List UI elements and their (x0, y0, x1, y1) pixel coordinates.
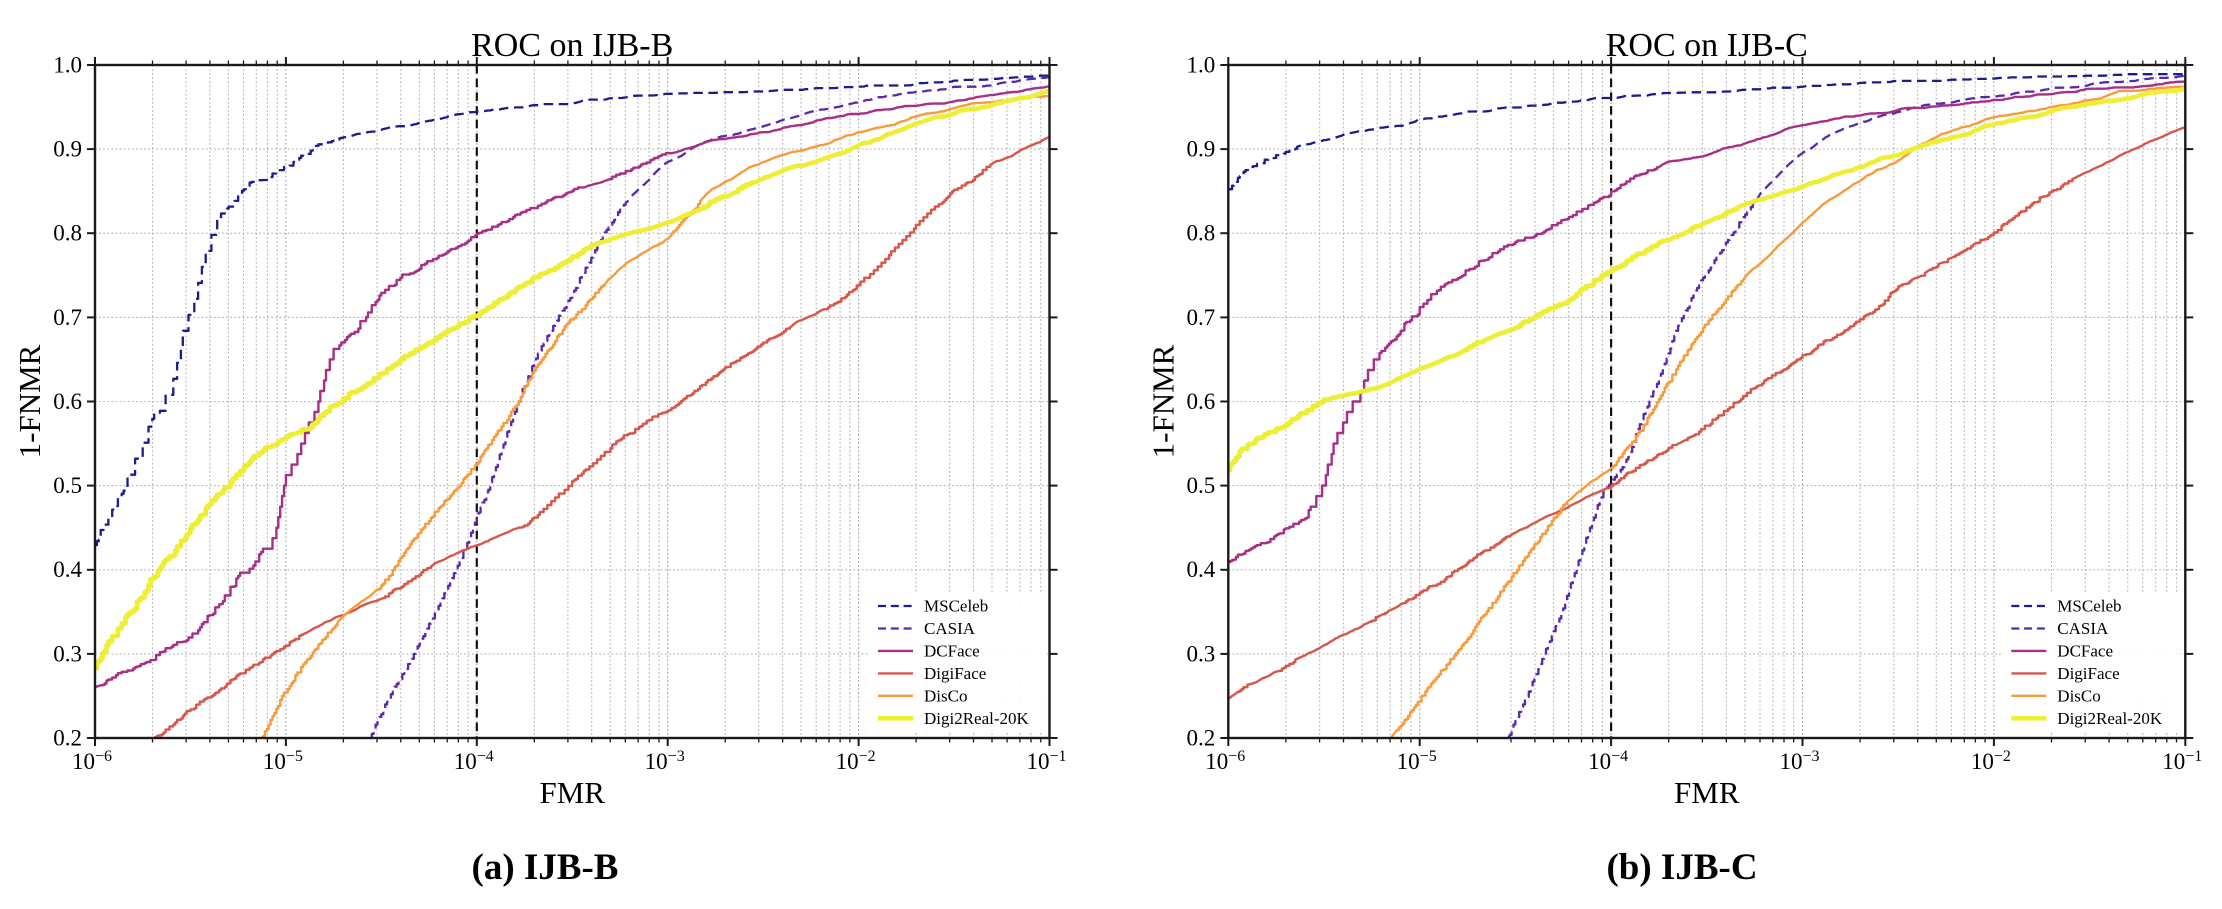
svg-text:Digi2Real-20K: Digi2Real-20K (924, 709, 1030, 728)
svg-text:DisCo: DisCo (924, 686, 967, 705)
svg-text:0.2: 0.2 (1187, 726, 1216, 751)
svg-text:0.9: 0.9 (1187, 137, 1216, 162)
svg-text:0.8: 0.8 (53, 221, 82, 246)
svg-text:10−1: 10−1 (1026, 748, 1066, 774)
svg-text:MSCeleb: MSCeleb (2057, 597, 2121, 616)
svg-text:FMR: FMR (539, 775, 605, 810)
svg-text:FMR: FMR (1674, 775, 1740, 810)
svg-text:0.5: 0.5 (1187, 473, 1216, 498)
svg-text:0.5: 0.5 (53, 473, 82, 498)
svg-text:CASIA: CASIA (924, 619, 976, 638)
svg-text:0.3: 0.3 (53, 641, 82, 666)
svg-text:0.4: 0.4 (53, 557, 82, 582)
svg-text:1-FNMR: 1-FNMR (12, 344, 47, 458)
svg-text:0.2: 0.2 (53, 726, 82, 751)
svg-text:DigiFace: DigiFace (2057, 664, 2119, 683)
svg-text:1.0: 1.0 (1187, 53, 1216, 78)
svg-text:0.6: 0.6 (1187, 389, 1216, 414)
svg-text:0.8: 0.8 (1187, 221, 1216, 246)
svg-text:1.0: 1.0 (53, 53, 82, 78)
svg-text:DCFace: DCFace (2057, 641, 2113, 660)
svg-text:0.4: 0.4 (1187, 557, 1216, 582)
svg-text:0.3: 0.3 (1187, 641, 1216, 666)
svg-text:DCFace: DCFace (924, 641, 980, 660)
svg-text:1-FNMR: 1-FNMR (1145, 344, 1180, 458)
svg-text:(a) IJB-B: (a) IJB-B (472, 847, 619, 888)
svg-text:(b) IJB-C: (b) IJB-C (1606, 847, 1757, 888)
svg-text:MSCeleb: MSCeleb (924, 597, 988, 616)
svg-text:DigiFace: DigiFace (924, 664, 986, 683)
svg-text:0.6: 0.6 (53, 389, 82, 414)
svg-text:ROC on IJB-B: ROC on IJB-B (471, 27, 673, 64)
svg-text:DisCo: DisCo (2057, 686, 2100, 705)
svg-text:Digi2Real-20K: Digi2Real-20K (2057, 709, 2163, 728)
svg-text:0.9: 0.9 (53, 137, 82, 162)
svg-text:ROC on IJB-C: ROC on IJB-C (1606, 27, 1808, 64)
svg-text:CASIA: CASIA (2057, 619, 2109, 638)
svg-text:0.7: 0.7 (1187, 305, 1216, 330)
svg-text:0.7: 0.7 (53, 305, 82, 330)
